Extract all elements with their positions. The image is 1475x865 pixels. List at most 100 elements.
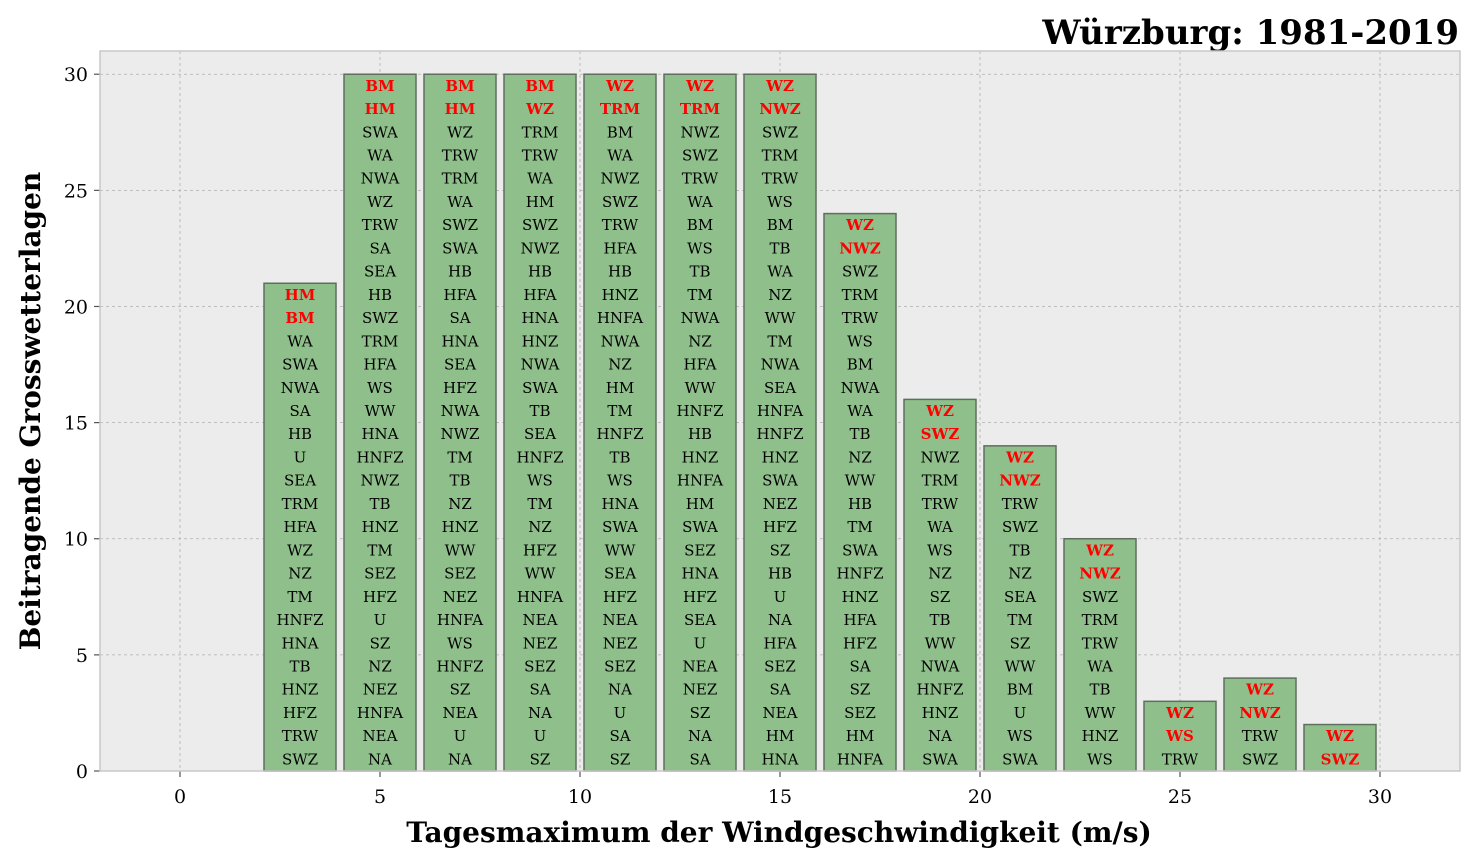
bar-label: TM (687, 286, 712, 304)
bar-label: NEA (443, 704, 478, 722)
bar-label: HNFZ (756, 425, 803, 443)
x-tick-label: 15 (768, 786, 792, 808)
bar-label: TB (449, 472, 470, 490)
bar-label: NWA (841, 379, 880, 397)
bar-label: HFA (443, 286, 476, 304)
bars: HM BM WA SWA NWA SA HB U SEA TRM HFA WZ NZ TM HNFZ HNA T… (263, 73, 1377, 772)
bar-label: HFZ (363, 588, 397, 606)
bar-label: HNFZ (516, 448, 563, 466)
bar-label: WZ (1085, 541, 1114, 559)
bar-group: WZ SWZ (1303, 723, 1377, 772)
bar-label: HFA (283, 518, 316, 536)
bar-label: TRM (1082, 611, 1119, 629)
bar-label: SEA (1004, 588, 1036, 606)
bar-label: SEA (364, 263, 396, 281)
bar-label: NEA (523, 611, 558, 629)
bar-label: WZ (845, 216, 874, 234)
bar-label: WS (447, 634, 473, 652)
bar-label: SA (689, 750, 710, 768)
bar-label: NZ (528, 518, 552, 536)
bar-label: TM (527, 495, 552, 513)
bar-group: BM WZ TRM TRW WA HM SWZ NWZ HB HFA HNA HNZ NWA SWA TB S… (503, 73, 577, 772)
bar-label: HNZ (522, 332, 559, 350)
bar-label: HNA (361, 425, 398, 443)
bar-label: WZ (525, 100, 554, 118)
bar-label: NWZ (1239, 704, 1281, 722)
bar-label: SZ (370, 634, 391, 652)
bar-label: HM (445, 100, 476, 118)
bar-group: BM HM WZ TRW TRM WA SWZ SWA HB HFA SA HNA SEA HFZ NWA N… (423, 73, 497, 772)
bar-label: HNFZ (836, 565, 883, 583)
bar-label: NZ (368, 657, 392, 675)
bar-label: TM (767, 332, 792, 350)
bar-label: HNFZ (916, 681, 963, 699)
bar-label: U (294, 448, 307, 466)
bar-label: HNFZ (596, 425, 643, 443)
bar-label: HNZ (922, 704, 959, 722)
bar-label: HNZ (282, 681, 319, 699)
bar-label: SWZ (1321, 750, 1360, 768)
bar-label: TM (287, 588, 312, 606)
bar-label: HFZ (763, 518, 797, 536)
bar-label: HB (288, 425, 312, 443)
bar-label: HM (766, 727, 794, 745)
bar-label: SWZ (1242, 750, 1278, 768)
bar-label: TRW (602, 216, 639, 234)
bar-label: HFZ (443, 379, 477, 397)
bar-label: SA (529, 681, 550, 699)
bar-label: U (774, 588, 787, 606)
bar-label: TB (769, 239, 790, 257)
bar-label: HNFA (677, 472, 723, 490)
bar-label: HB (688, 425, 712, 443)
bar-label: NWZ (921, 448, 960, 466)
bar-label: HM (606, 379, 634, 397)
bar-label: U (1014, 704, 1027, 722)
x-tick-label: 5 (374, 786, 386, 808)
bar-label: TRM (522, 123, 559, 141)
bar-group: WZ WS TRW (1143, 700, 1217, 772)
bar-label: TRM (442, 170, 479, 188)
y-tick-label: 20 (64, 296, 88, 318)
x-tick-label: 10 (568, 786, 592, 808)
bar-label: WZ (1005, 448, 1034, 466)
y-tick-label: 0 (76, 761, 88, 783)
bar-label: SZ (690, 704, 711, 722)
bar-label: SEZ (764, 657, 796, 675)
x-axis-label: Tagesmaximum der Windgeschwindigkeit (m/… (406, 816, 1151, 849)
bar-label: SZ (610, 750, 631, 768)
bar-label: HFZ (683, 588, 717, 606)
bar-label: NA (928, 727, 952, 745)
bar-label: SEA (444, 356, 476, 374)
bar-group: WZ SWZ NWZ TRM TRW WA WS NZ SZ TB WW NWA HNFZ HNZ NA SW… (903, 398, 977, 772)
bar-label: SA (769, 681, 790, 699)
bar-label: WZ (1165, 704, 1194, 722)
bar-label: TRW (762, 170, 799, 188)
bar-label: TRM (282, 495, 319, 513)
bar-label: HNZ (1082, 727, 1119, 745)
bar-label: SEA (604, 565, 636, 583)
bar-label: NWZ (681, 123, 720, 141)
bar-label: NWZ (1079, 565, 1121, 583)
bar-label: TM (847, 518, 872, 536)
bar-label: NEA (603, 611, 638, 629)
bar-label: HFZ (523, 541, 557, 559)
bar-label: HNZ (842, 588, 879, 606)
bar-label: HNA (681, 565, 718, 583)
bar-label: WW (685, 379, 716, 397)
bar-label: HNA (521, 309, 558, 327)
bar-label: NEZ (603, 634, 638, 652)
bar-label: TB (1009, 541, 1030, 559)
bar-label: HNZ (442, 518, 479, 536)
bar-label: HNFA (837, 750, 883, 768)
bar-label: TM (607, 402, 632, 420)
bar-label: HFA (843, 611, 876, 629)
bar-label: SWZ (442, 216, 478, 234)
bar-label: SWA (762, 472, 798, 490)
bar (263, 282, 337, 772)
bar-label: BM (1007, 681, 1033, 699)
bar-label: SWZ (921, 425, 960, 443)
bar-label: NWA (681, 309, 720, 327)
bar (503, 73, 577, 772)
bar (1303, 723, 1377, 772)
bar-label: HM (365, 100, 396, 118)
